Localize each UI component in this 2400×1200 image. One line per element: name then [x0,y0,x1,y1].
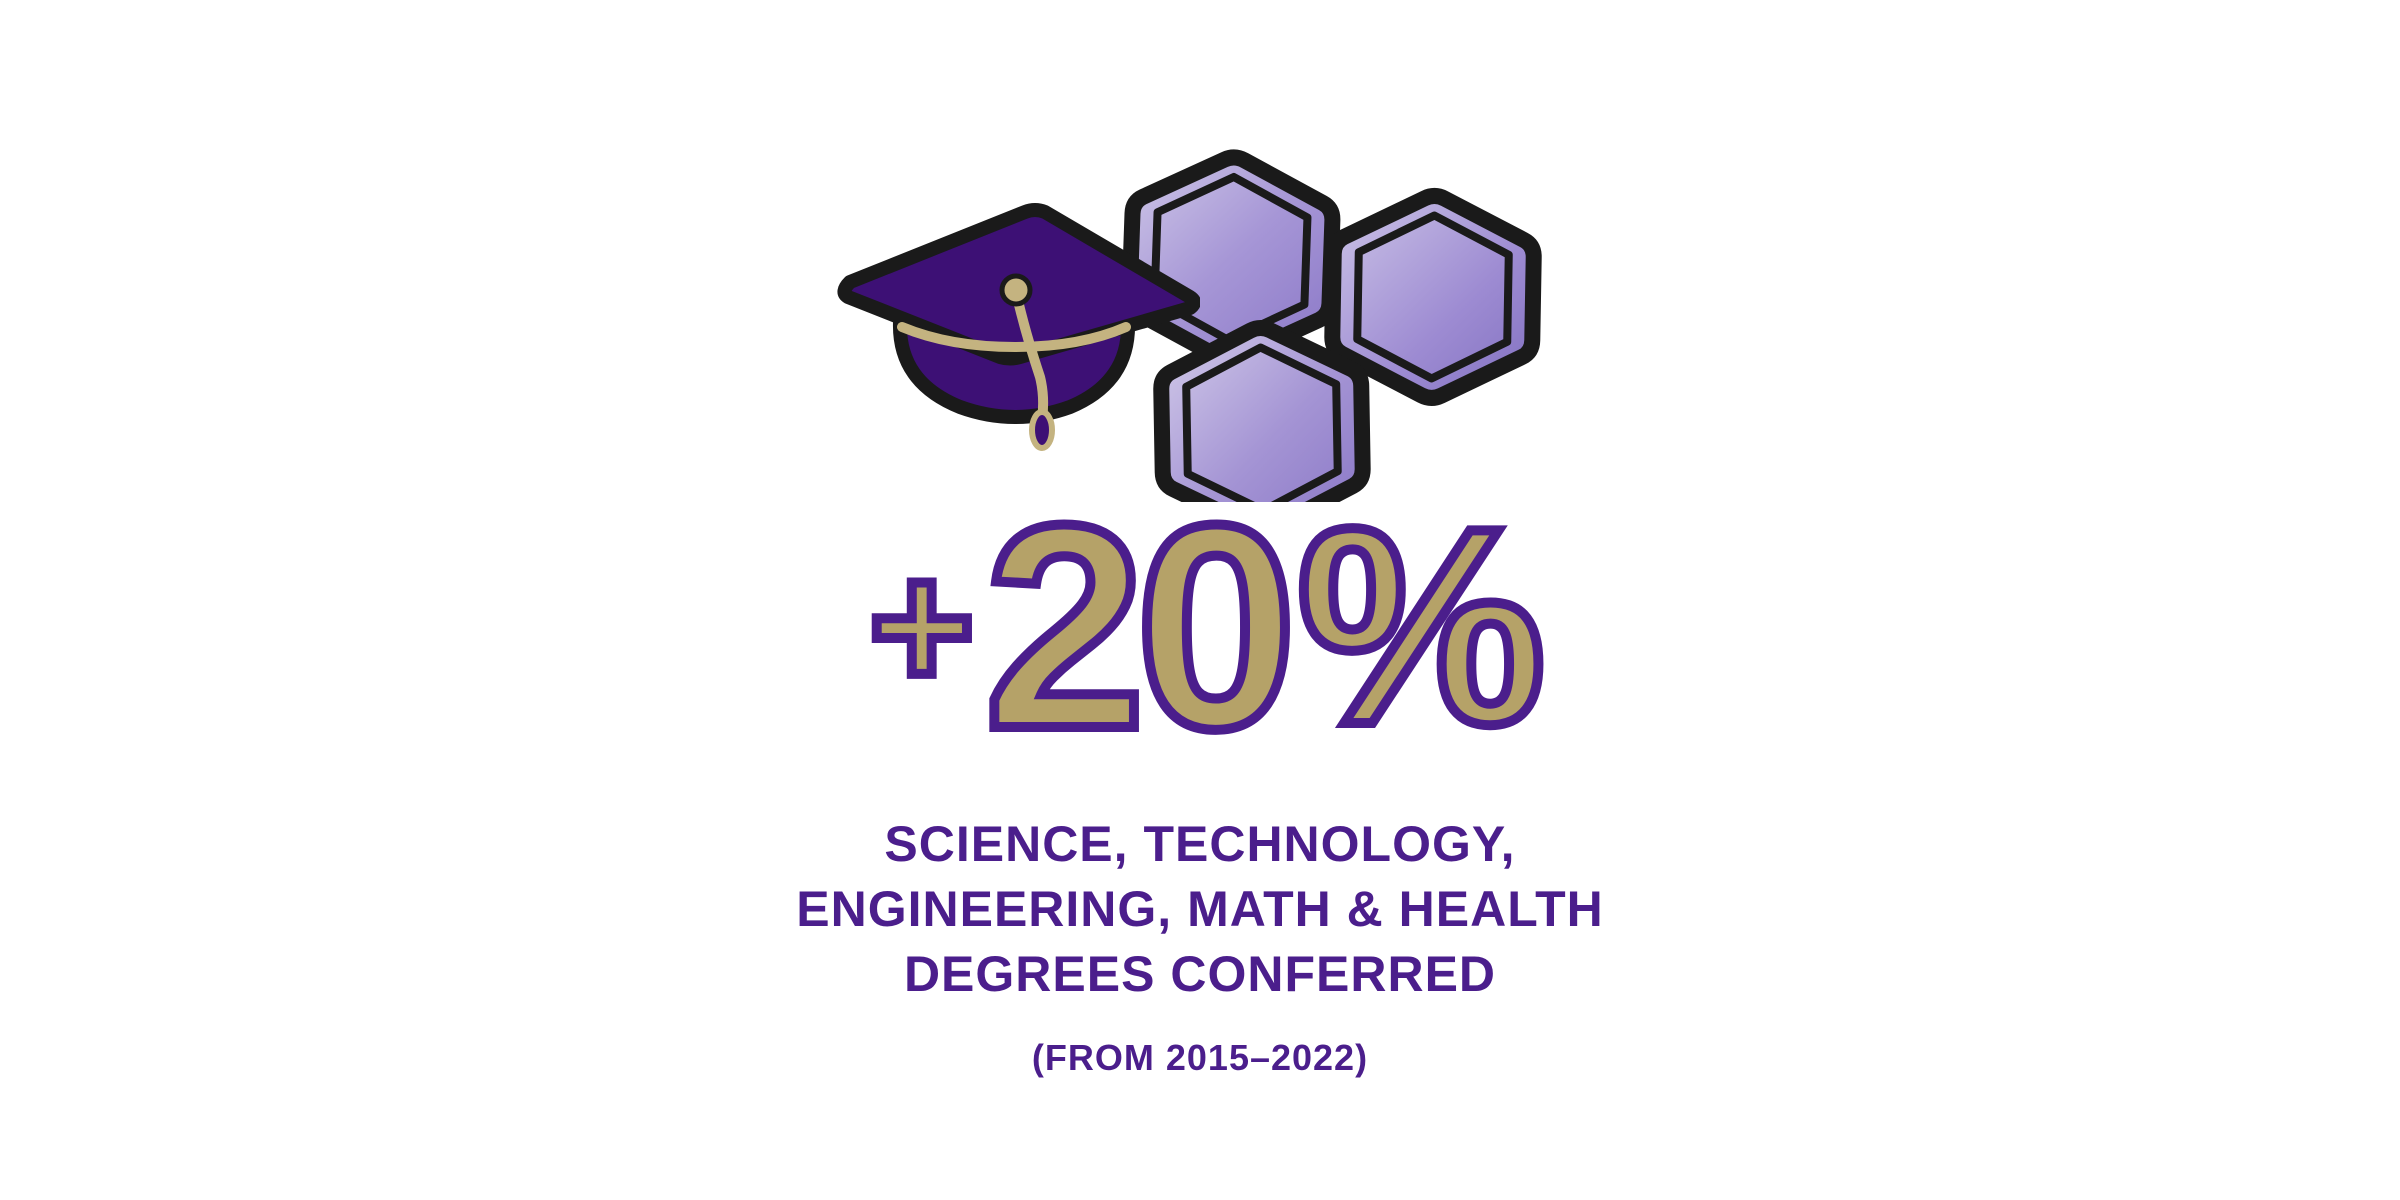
stat-plus-sign: + [869,537,974,717]
description-line-3: DEGREES CONFERRED [796,942,1603,1007]
stat-number: 20 [984,482,1287,772]
date-range-text: (FROM 2015–2022) [1032,1037,1368,1079]
description-line-2: ENGINEERING, MATH & HEALTH [796,877,1603,942]
stat-value: + 20 % [869,482,1531,772]
description-line-1: SCIENCE, TECHNOLOGY, [796,812,1603,877]
stat-percent-sign: % [1297,487,1531,767]
graduation-cap-icon [820,182,1200,462]
infographic-container: + 20 % SCIENCE, TECHNOLOGY, ENGINEERING,… [796,122,1603,1079]
illustration-group [850,122,1550,502]
description-text: SCIENCE, TECHNOLOGY, ENGINEERING, MATH &… [796,812,1603,1007]
